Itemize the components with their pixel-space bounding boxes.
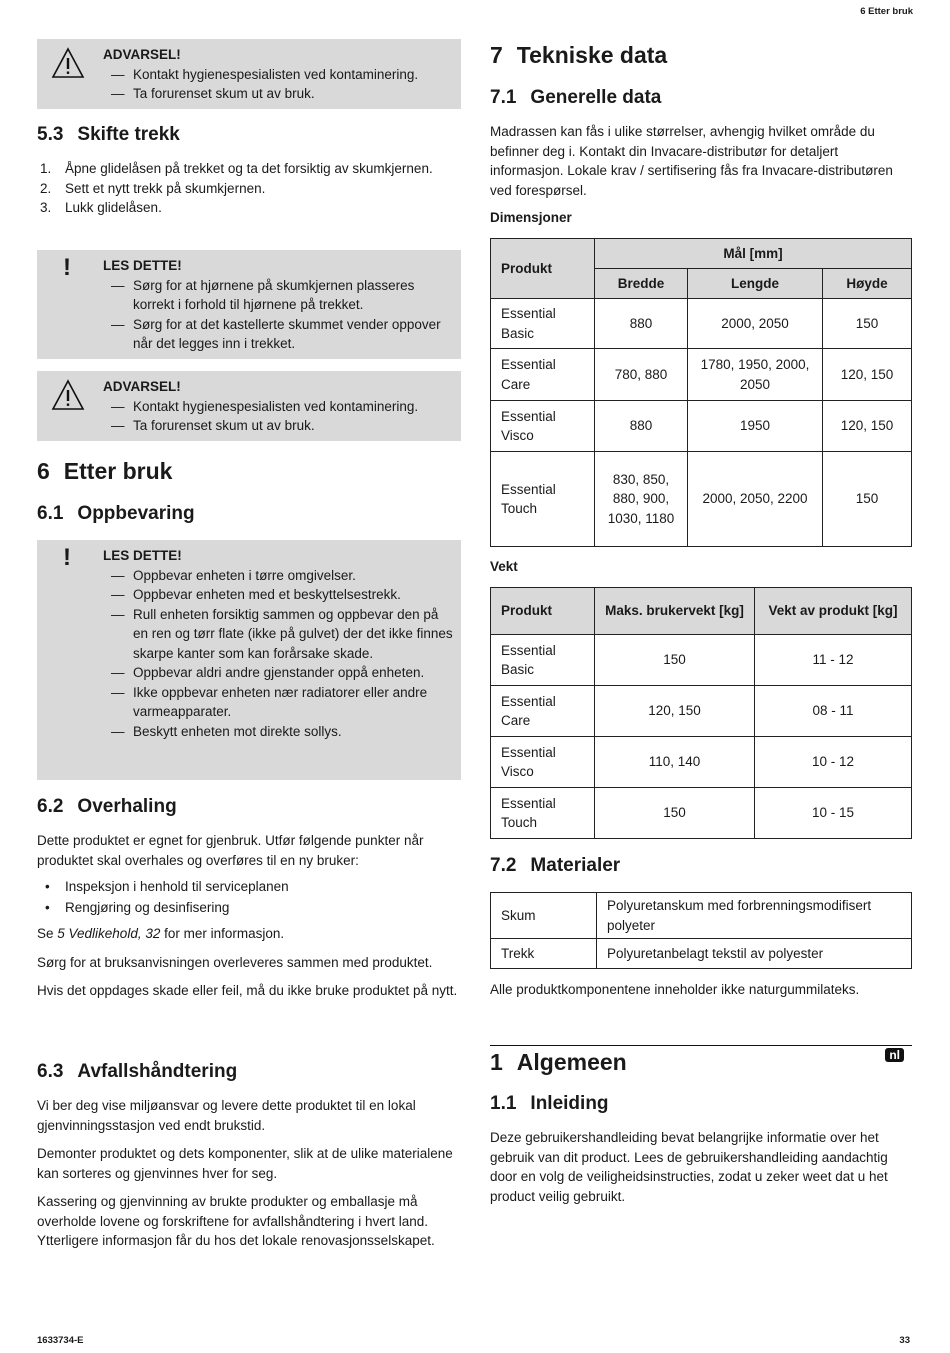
column-header: Produkt	[490, 587, 595, 635]
column-group-header: Mål [mm]	[594, 238, 912, 269]
table-caption: Vekt	[490, 559, 518, 574]
warning-item: Kontakt hygienespesialisten ved kontamin…	[103, 65, 453, 85]
notice-item: Ikke oppbevar enheten nær radiatorer ell…	[103, 683, 453, 722]
page-number: 33	[899, 1335, 910, 1346]
section-heading: 6.2 Overhaling	[37, 796, 177, 817]
column-header: Høyde	[822, 268, 912, 299]
exclamation-icon: !	[63, 544, 71, 571]
table-row: Essential Visco 110, 140 10 - 12	[490, 736, 912, 788]
table-row: Trekk Polyuretanbelagt tekstil av polyest…	[490, 938, 912, 969]
warning-triangle-icon	[51, 47, 85, 78]
dimensions-table: Produkt Mål [mm] Bredde Lengde Høyde Essent…	[490, 238, 912, 547]
notice-item: Rull enheten forsiktig sammen og oppbeva…	[103, 605, 453, 664]
chapter-heading: 7 Tekniske data	[490, 42, 668, 68]
running-header: 6 Etter bruk	[860, 6, 913, 17]
paragraph: Kassering og gjenvinning av brukte produ…	[37, 1194, 435, 1248]
chapter-heading: 6 Etter bruk	[37, 458, 173, 484]
notice-title: LES DETTE!	[103, 258, 182, 273]
notice-box: ! LES DETTE! Oppbevar enheten i tørre om…	[37, 540, 461, 780]
paragraph: Hvis det oppdages skade eller feil, må d…	[37, 983, 458, 998]
warning-title: ADVARSEL!	[103, 379, 181, 394]
warning-item: Ta forurenset skum ut av bruk.	[103, 84, 453, 104]
steps-list: 1. Åpne glidelåsen på trekket og ta det f…	[37, 159, 461, 218]
section-body: Vi ber deg vise miljøansvar og levere de…	[37, 1096, 461, 1260]
notice-item: Oppbevar enheten med et beskyttelsestrek…	[103, 585, 453, 605]
section-heading: 6.3 Avfallshåndtering	[37, 1061, 238, 1082]
section-heading: 6.1 Oppbevaring	[37, 503, 195, 524]
notice-item: Sørg for at det kastellerte skummet vend…	[103, 315, 453, 354]
paragraph: Deze gebruikershandleiding bevat belangr…	[490, 1130, 888, 1204]
table-row: Essential Care 120, 150 08 - 11	[490, 685, 912, 737]
table-row: Essential Basic 880 2000, 2050 150	[490, 298, 912, 349]
document-id: 1633734-E	[37, 1335, 84, 1346]
notice-item: Beskytt enheten mot direkte sollys.	[103, 722, 453, 742]
warning-title: ADVARSEL!	[103, 47, 181, 62]
table-row: Skum Polyuretanskum med forbrenningsmodif…	[490, 892, 912, 939]
section-heading: 7.1 Generelle data	[490, 87, 662, 108]
warning-box: ADVARSEL! Kontakt hygienespesialisten ve…	[37, 371, 461, 441]
warning-item: Ta forurenset skum ut av bruk.	[103, 416, 453, 436]
paragraph: Demonter produktet og dets komponenter, …	[37, 1146, 453, 1181]
table-caption: Dimensjoner	[490, 210, 572, 225]
table-row: Essential Visco 880 1950 120, 150	[490, 400, 912, 452]
bullet-item: Inspeksjon i henhold til serviceplanen	[37, 876, 461, 897]
paragraph: Vi ber deg vise miljøansvar og levere de…	[37, 1098, 416, 1133]
table-row: Essential Care 780, 880 1780, 1950, 2000, …	[490, 348, 912, 401]
notice-item: Sørg for at hjørnene på skumkjernen plas…	[103, 276, 453, 315]
step: 3. Lukk glidelåsen.	[40, 200, 162, 215]
language-badge: nl	[885, 1048, 904, 1062]
paragraph: Sørg for at bruksanvisningen overleveres…	[37, 954, 433, 970]
section-heading: 5.3 Skifte trekk	[37, 124, 180, 145]
notice-title: LES DETTE!	[103, 548, 182, 563]
notice-box: ! LES DETTE! Sørg for at hjørnene på sku…	[37, 250, 461, 359]
reference-link[interactable]: 5 Vedlikehold, 32	[57, 926, 161, 941]
column-header: Produkt	[490, 238, 595, 299]
warning-item: Kontakt hygienespesialisten ved kontamin…	[103, 397, 453, 417]
table-row: Essential Basic 150 11 - 12	[490, 634, 912, 686]
paragraph: Alle produktkomponentene inneholder ikke…	[490, 982, 860, 997]
materials-table: Skum Polyuretanskum med forbrenningsmodif…	[490, 892, 912, 969]
cross-reference: Se 5 Vedlikehold, 32 for mer informasjon…	[37, 926, 285, 941]
table-row: Essential Touch 150 10 - 15	[490, 787, 912, 839]
column-header: Maks. brukervekt [kg]	[594, 587, 755, 635]
weight-table: Produkt Maks. brukervekt [kg] Vekt av prod…	[490, 587, 912, 839]
column-header: Vekt av produkt [kg]	[754, 587, 912, 635]
notice-item: Oppbevar aldri andre gjenstander oppå en…	[103, 663, 453, 683]
section-heading: 1.1 Inleiding	[490, 1093, 609, 1114]
warning-box: ADVARSEL! Kontakt hygienespesialisten ve…	[37, 39, 461, 109]
notice-item: Oppbevar enheten i tørre omgivelser.	[103, 566, 453, 586]
column-header: Bredde	[594, 268, 688, 299]
warning-triangle-icon	[51, 379, 85, 410]
step: 2. Sett et nytt trekk på skumkjernen.	[40, 180, 266, 196]
exclamation-icon: !	[63, 254, 71, 281]
table-row: Essential Touch 830, 850, 880, 900, 1030,…	[490, 451, 912, 547]
language-chapter: nl 1 Algemeen	[490, 1045, 912, 1077]
paragraph: Madrassen kan fås i ulike størrelser, av…	[490, 124, 893, 198]
paragraph: Dette produktet er egnet for gjenbruk. U…	[37, 833, 424, 868]
bullet-item: Rengjøring og desinfisering	[37, 897, 461, 918]
step: 1. Åpne glidelåsen på trekket og ta det f…	[40, 161, 433, 176]
section-body: Dette produktet er egnet for gjenbruk. U…	[37, 831, 461, 1010]
column-header: Lengde	[687, 268, 823, 299]
section-heading: 7.2 Materialer	[490, 855, 621, 876]
